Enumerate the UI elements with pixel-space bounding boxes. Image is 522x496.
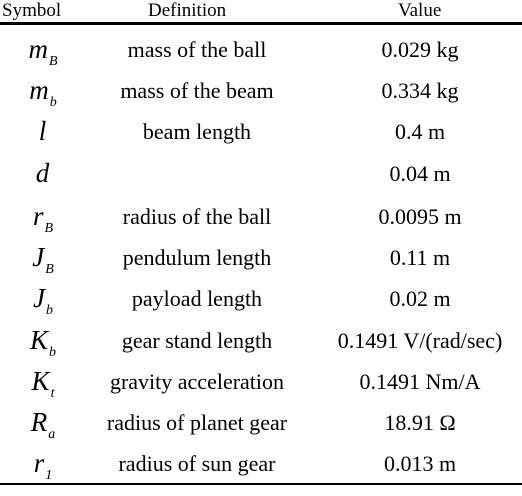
value-cell: 0.0095 m (378, 204, 462, 229)
value-cell: 0.334 kg (381, 78, 459, 103)
definition-cell: radius of sun gear (118, 451, 276, 476)
table-row: d 0.04 m (0, 153, 522, 194)
definition-cell: pendulum length (122, 245, 272, 270)
table-row: mB mass of the ball 0.029 kg (0, 29, 522, 70)
table-row: Ra radius of planet gear 18.91 Ω (0, 402, 522, 443)
header-value: Value (398, 0, 442, 21)
header-rule (0, 22, 522, 25)
definition-cell: radius of the ball (122, 204, 272, 229)
definition-cell: mass of the ball (127, 37, 267, 62)
table-row: mb mass of the beam 0.334 kg (0, 70, 522, 111)
symbol-cell: mb (29, 75, 57, 110)
table-row: r1 radius of sun gear 0.013 m (0, 443, 522, 484)
value-cell: 0.1491 V/(rad/sec) (337, 328, 503, 353)
symbol-cell: r1 (33, 448, 53, 483)
table-header: Symbol Definition Value (0, 0, 522, 24)
definition-cell: beam length (142, 119, 252, 144)
symbol-cell: rB (32, 201, 54, 236)
symbol-cell: Jb (33, 283, 53, 318)
definition-cell: gravity acceleration (109, 369, 285, 394)
definition-cell: radius of planet gear (106, 410, 288, 435)
symbol-cell: JB (32, 242, 54, 277)
symbol-cell: Kb (29, 325, 56, 360)
table-row: l beam length 0.4 m (0, 111, 522, 152)
table-row: Kt gravity acceleration 0.1491 Nm/A (0, 361, 522, 402)
value-cell: 0.1491 Nm/A (359, 369, 481, 394)
table-row: JB pendulum length 0.11 m (0, 237, 522, 278)
symbol-cell: mB (28, 34, 58, 69)
table-row: Kb gear stand length 0.1491 V/(rad/sec) (0, 320, 522, 361)
definition-cell: gear stand length (121, 328, 273, 353)
value-cell: 0.013 m (383, 451, 457, 476)
table-row: Jb payload length 0.02 m (0, 278, 522, 319)
value-cell: 0.04 m (389, 161, 451, 186)
value-cell: 0.4 m (394, 119, 446, 144)
table-row: rB radius of the ball 0.0095 m (0, 196, 522, 237)
definition-cell (86, 153, 308, 194)
header-definition: Definition (148, 0, 227, 21)
symbol-cell: Ra (30, 407, 56, 442)
symbol-cell: d (35, 158, 50, 188)
value-cell: 0.02 m (389, 286, 451, 311)
symbol-cell: Kt (31, 366, 55, 401)
bottom-rule (0, 483, 522, 485)
value-cell: 0.11 m (389, 245, 451, 270)
header-symbol: Symbol (2, 0, 62, 21)
symbol-cell: l (38, 116, 47, 146)
definition-cell: payload length (131, 286, 263, 311)
definition-cell: mass of the beam (120, 78, 274, 103)
value-cell: 0.029 kg (381, 37, 459, 62)
value-cell: 18.91 Ω (384, 410, 456, 435)
